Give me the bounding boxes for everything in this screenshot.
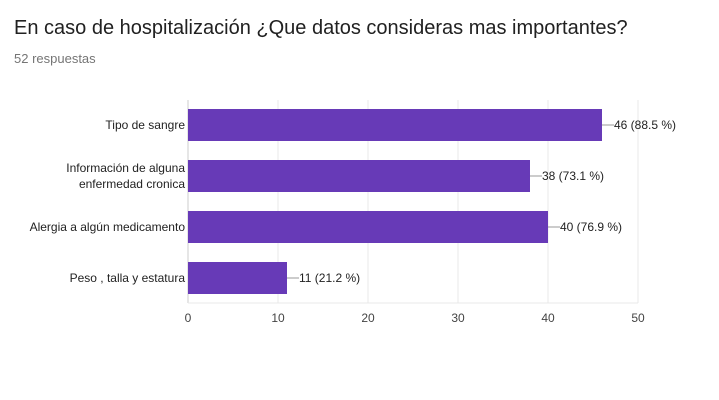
category-label: Información de alguna [66,161,185,175]
chart-title: En caso de hospitalización ¿Que datos co… [14,17,628,39]
category-label: enfermedad cronica [79,177,185,191]
x-tick-label: 30 [451,311,465,325]
x-tick-label: 40 [541,311,555,325]
bar [188,211,548,243]
category-label: Alergia a algún medicamento [30,220,186,234]
data-label: 40 (76.9 %) [560,220,622,234]
data-label: 46 (88.5 %) [614,118,676,132]
x-tick-label: 50 [631,311,645,325]
bar [188,262,287,294]
bar [188,109,602,141]
data-label: 38 (73.1 %) [542,169,604,183]
labels: 0 10 20 30 40 50 Tipo de sangre 46 (88.5 %) Info… [30,118,676,325]
x-tick-label: 0 [185,311,192,325]
bar [188,160,530,192]
category-label: Peso , talla y estatura [70,271,186,285]
bars [188,109,602,294]
response-count: 52 respuestas [14,51,96,66]
data-label: 11 (21.2 %) [299,271,360,285]
x-tick-label: 20 [361,311,375,325]
category-label: Tipo de sangre [105,118,185,132]
x-tick-label: 10 [271,311,285,325]
